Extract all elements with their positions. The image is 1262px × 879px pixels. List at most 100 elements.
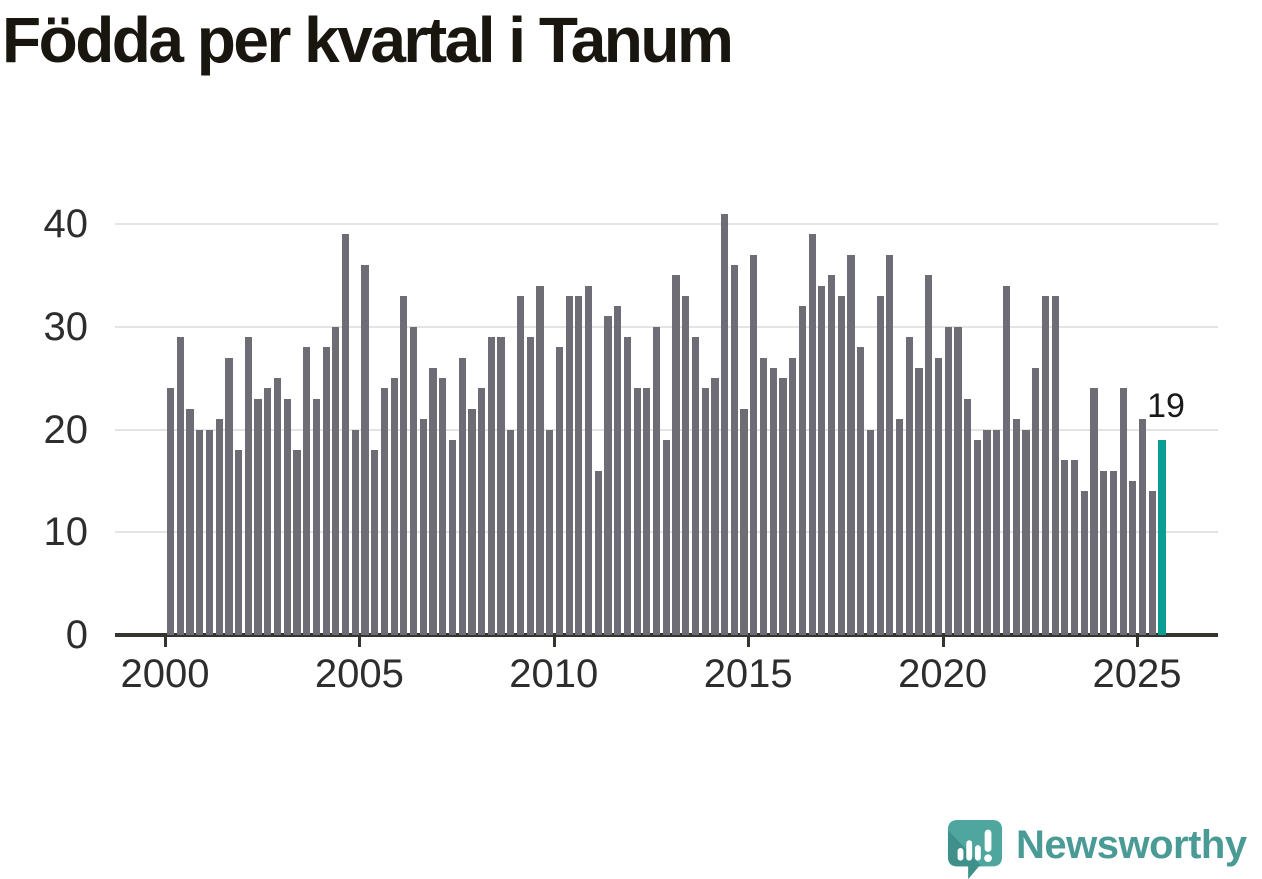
bar (934, 357, 943, 635)
logo-exclamation-dot (984, 854, 992, 863)
bar (594, 470, 602, 635)
bar (235, 450, 243, 635)
bar (653, 326, 661, 635)
bar (536, 285, 544, 635)
bar (896, 419, 904, 635)
bar (371, 450, 379, 635)
bar (876, 295, 884, 635)
bar (857, 347, 865, 635)
x-axis-tick-label: 2025 (1092, 652, 1182, 696)
logo-bar-3 (975, 845, 981, 861)
bar (701, 388, 709, 635)
bar (837, 295, 845, 635)
bar (516, 295, 525, 635)
bar (1012, 419, 1020, 635)
bar (468, 408, 476, 635)
x-axis-tick-label: 2005 (314, 652, 404, 696)
bar (1032, 367, 1040, 635)
bar (264, 388, 272, 635)
bar (575, 295, 583, 635)
bar (205, 429, 214, 635)
bar (730, 265, 738, 635)
gridline (115, 428, 1218, 431)
bar (419, 419, 427, 635)
highlighted-bar (1158, 439, 1166, 635)
bar (293, 450, 301, 635)
bar (1100, 470, 1108, 635)
bar (614, 306, 622, 635)
bar (565, 295, 573, 635)
bar (303, 347, 311, 635)
y-axis-tick-label: 40 (43, 202, 89, 246)
bar (487, 337, 495, 635)
bar (196, 429, 204, 635)
bar (779, 378, 787, 635)
bar (555, 347, 563, 635)
bar (682, 295, 690, 635)
x-axis-tick (1136, 637, 1139, 647)
x-axis-tick (164, 637, 167, 647)
bar (254, 398, 262, 635)
bar (623, 337, 632, 635)
gridline (115, 223, 1218, 225)
bar (351, 429, 359, 635)
bar (244, 337, 252, 635)
y-axis-tick-label: 30 (43, 304, 89, 349)
bar (497, 337, 505, 635)
bar (215, 419, 223, 635)
x-axis-tick (941, 637, 945, 647)
bar (662, 439, 670, 635)
bar (1080, 491, 1088, 635)
x-axis-tick (552, 637, 556, 647)
x-axis-tick-label: 2020 (898, 652, 988, 696)
x-axis-tick-label: 2000 (120, 652, 210, 696)
bar (847, 254, 855, 635)
bar (905, 337, 913, 635)
bar (1041, 295, 1049, 635)
bar (1139, 419, 1147, 635)
bar (993, 429, 1001, 635)
bar (507, 429, 515, 635)
bar (983, 429, 991, 635)
bar (759, 357, 768, 635)
bar (448, 439, 457, 635)
bar (954, 326, 962, 635)
x-axis-tick (358, 637, 362, 647)
bar (283, 398, 291, 635)
bar (390, 378, 398, 635)
bar (361, 265, 369, 635)
logo-bar-2 (966, 840, 973, 861)
bar (186, 408, 194, 635)
bar (332, 326, 340, 635)
bar (721, 213, 729, 635)
newsworthy-wordmark: Newsworthy (1016, 823, 1247, 867)
bar (691, 337, 700, 635)
logo-bar-1 (957, 848, 964, 861)
bar (526, 337, 534, 635)
bar (458, 357, 466, 635)
bar (380, 388, 389, 635)
bar (478, 388, 486, 635)
bar (400, 295, 408, 635)
bar (711, 378, 719, 635)
y-axis-tick-label: 20 (43, 407, 89, 452)
x-axis-line (115, 633, 1218, 637)
bar (827, 275, 836, 635)
bar (1148, 491, 1156, 635)
x-axis-tick-label: 2015 (703, 652, 793, 696)
logo-exclamation-stem (984, 829, 992, 852)
bar (176, 337, 184, 635)
bar (1002, 285, 1011, 635)
bar (915, 367, 923, 635)
bar (312, 398, 320, 635)
y-axis-tick-label: 0 (65, 613, 88, 657)
bar (808, 234, 816, 635)
bar (769, 367, 777, 635)
bar (1129, 480, 1137, 635)
plot-area: 19 2000 2005 2010 2015 2020 2025 (115, 213, 1218, 696)
bar (546, 429, 554, 635)
bar (341, 234, 350, 635)
bar (886, 254, 894, 635)
bar (789, 357, 797, 635)
bar (410, 326, 418, 635)
